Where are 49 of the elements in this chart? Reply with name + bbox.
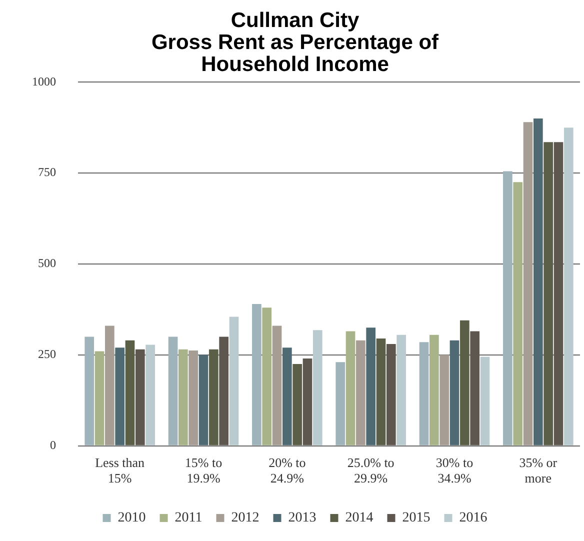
x-tick-label: 15% to 19.9% — [184, 455, 222, 486]
bar — [419, 342, 429, 446]
bar — [430, 334, 439, 446]
bar — [396, 334, 406, 446]
x-tick-label: 35% or more — [519, 455, 558, 486]
bar — [450, 340, 460, 446]
legend-label: 2012 — [231, 510, 260, 526]
legend-label: 2011 — [174, 510, 202, 526]
bar — [282, 348, 292, 446]
bar — [146, 344, 155, 446]
y-tick-label: 1000 — [32, 74, 56, 88]
x-tick-label: 20% to 24.9% — [268, 455, 306, 486]
legend-label: 2013 — [288, 510, 316, 526]
y-tick-label: 500 — [38, 256, 56, 270]
chart-title: Cullman City Gross Rent as Percentage of Household Income — [151, 8, 440, 76]
y-tick-label: 0 — [50, 438, 56, 452]
x-tick-label: 25.0% to 29.9% — [347, 455, 394, 486]
legend-label: 2010 — [118, 510, 146, 526]
bar — [503, 171, 512, 446]
bar — [198, 354, 208, 446]
bar — [272, 326, 282, 446]
legend-label: 2016 — [459, 510, 488, 526]
bar — [366, 328, 376, 446]
y-tick-label: 750 — [38, 165, 56, 180]
bar — [262, 308, 272, 446]
bar — [480, 356, 490, 446]
y-tick-label: 250 — [38, 347, 56, 362]
bar — [523, 122, 533, 446]
bar — [252, 304, 262, 446]
x-tick-label: Less than 15% — [95, 455, 146, 486]
bar — [84, 336, 94, 446]
bar — [168, 336, 178, 446]
bar — [312, 330, 322, 446]
bar — [346, 331, 356, 446]
bar — [178, 349, 188, 446]
bar — [188, 350, 198, 446]
bar — [229, 316, 239, 446]
bar — [356, 340, 366, 446]
bar — [513, 182, 523, 446]
legend-label: 2014 — [345, 510, 374, 526]
bar — [564, 128, 574, 446]
legend-label: 2015 — [402, 510, 430, 526]
bar — [105, 326, 114, 446]
bar — [533, 118, 543, 446]
bar — [115, 348, 125, 446]
bar — [336, 362, 346, 446]
bar — [440, 354, 450, 446]
x-tick-label: 30% to 34.9% — [436, 455, 474, 486]
bar — [94, 351, 104, 446]
